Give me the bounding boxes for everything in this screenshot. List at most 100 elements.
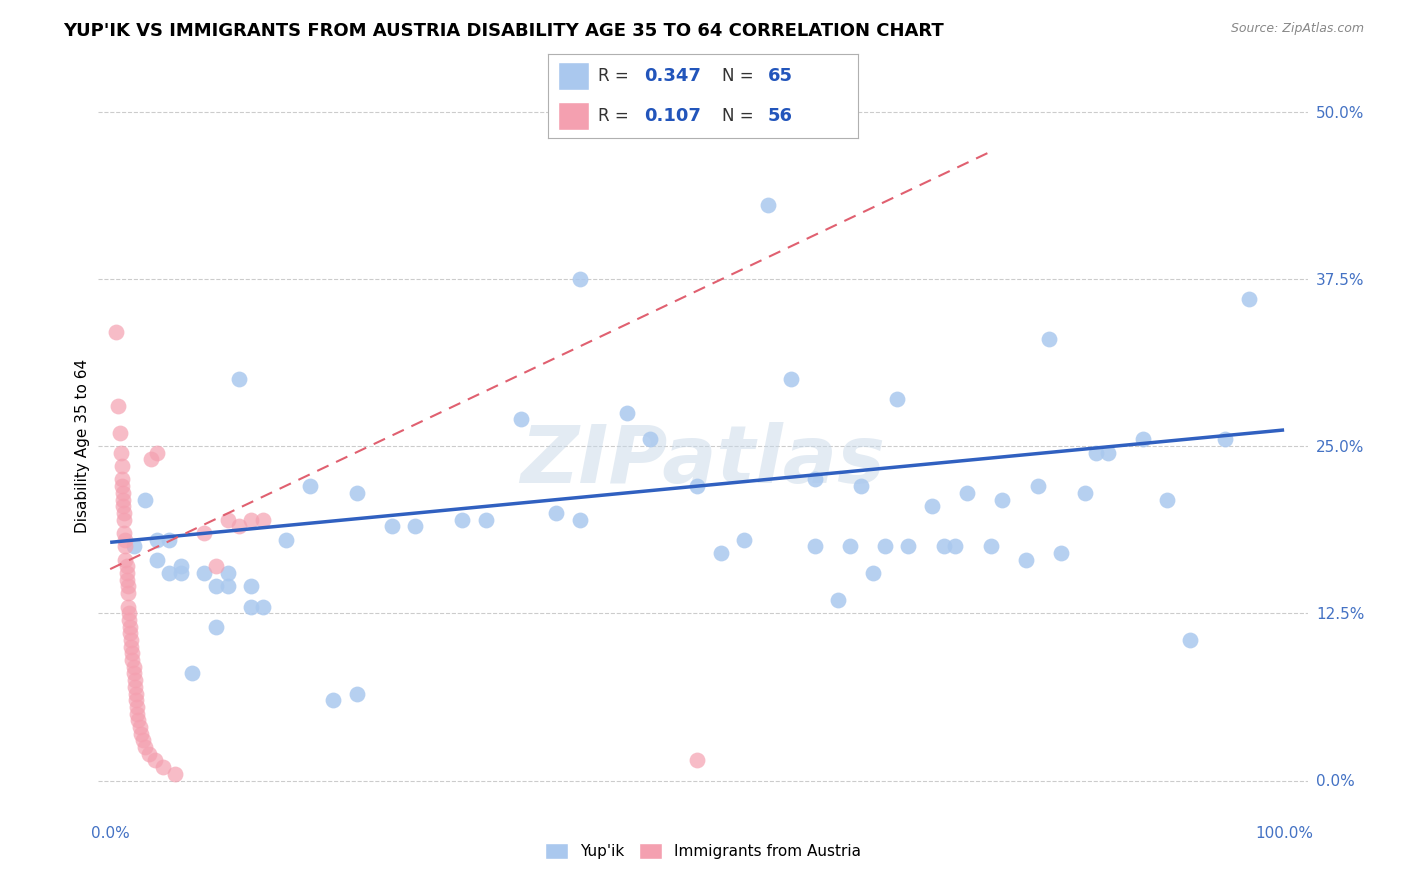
Point: [124, 673, 146, 688]
Point: [204, 580, 226, 594]
Point: [217, 512, 239, 526]
Point: [121, 653, 143, 667]
Point: [733, 533, 755, 547]
Point: [240, 599, 263, 614]
Point: [475, 512, 498, 526]
Text: 56: 56: [768, 107, 793, 125]
Point: [1073, 485, 1095, 500]
Point: [827, 593, 849, 607]
Point: [108, 425, 131, 440]
Point: [169, 559, 191, 574]
Text: R =: R =: [598, 107, 634, 125]
Point: [204, 620, 226, 634]
Point: [1085, 446, 1108, 460]
Point: [112, 512, 135, 526]
Point: [127, 699, 149, 714]
Text: N =: N =: [721, 107, 758, 125]
Point: [111, 479, 134, 493]
Point: [120, 626, 142, 640]
Text: Source: ZipAtlas.com: Source: ZipAtlas.com: [1230, 22, 1364, 36]
Point: [298, 479, 321, 493]
Point: [112, 526, 135, 541]
Point: [1215, 433, 1237, 447]
Point: [862, 566, 884, 581]
Text: R =: R =: [598, 67, 634, 85]
Point: [921, 500, 943, 514]
Point: [873, 539, 896, 553]
Point: [228, 519, 250, 533]
Point: [710, 546, 733, 560]
Point: [346, 485, 368, 500]
Point: [897, 539, 920, 553]
Point: [134, 740, 156, 755]
Point: [138, 747, 160, 761]
Point: [381, 519, 404, 533]
Point: [1180, 633, 1202, 648]
Point: [122, 660, 145, 674]
Point: [163, 767, 186, 781]
Point: [240, 580, 263, 594]
Point: [110, 446, 132, 460]
Point: [112, 492, 135, 507]
Point: [117, 599, 139, 614]
Point: [1156, 492, 1178, 507]
Point: [686, 479, 709, 493]
Point: [120, 620, 142, 634]
Point: [141, 452, 163, 467]
Point: [112, 500, 135, 514]
Point: [117, 580, 139, 594]
Point: [125, 687, 148, 701]
Point: [803, 539, 825, 553]
Point: [204, 559, 226, 574]
Text: 0.107: 0.107: [644, 107, 702, 125]
Point: [157, 533, 180, 547]
Point: [111, 459, 134, 474]
Point: [114, 552, 136, 567]
Point: [143, 753, 166, 767]
Point: [115, 559, 138, 574]
FancyBboxPatch shape: [558, 62, 589, 90]
Point: [107, 399, 129, 413]
Point: [1237, 292, 1260, 306]
Point: [780, 372, 803, 386]
Point: [121, 646, 143, 660]
Point: [980, 539, 1002, 553]
Point: [510, 412, 533, 426]
Point: [128, 720, 150, 734]
Point: [240, 512, 263, 526]
Point: [146, 533, 169, 547]
Point: [616, 406, 638, 420]
Point: [252, 599, 274, 614]
Point: [112, 506, 135, 520]
Y-axis label: Disability Age 35 to 64: Disability Age 35 to 64: [75, 359, 90, 533]
Point: [122, 539, 145, 553]
Text: 65: 65: [768, 67, 793, 85]
Point: [1038, 332, 1060, 346]
Point: [346, 687, 368, 701]
Text: ZIPatlas: ZIPatlas: [520, 422, 886, 500]
Point: [638, 433, 661, 447]
Point: [404, 519, 426, 533]
Point: [169, 566, 191, 581]
Text: N =: N =: [721, 67, 758, 85]
Point: [568, 272, 591, 286]
Point: [546, 506, 568, 520]
Point: [146, 446, 169, 460]
Point: [803, 473, 825, 487]
Point: [117, 586, 139, 600]
Point: [115, 573, 138, 587]
Point: [152, 760, 174, 774]
Point: [252, 512, 274, 526]
Point: [127, 706, 149, 721]
Point: [276, 533, 298, 547]
Point: [956, 485, 979, 500]
Point: [1015, 552, 1038, 567]
Point: [1132, 433, 1154, 447]
Point: [127, 714, 149, 728]
Point: [991, 492, 1014, 507]
Point: [1097, 446, 1119, 460]
Point: [228, 372, 250, 386]
Point: [118, 613, 141, 627]
Point: [932, 539, 955, 553]
Point: [132, 733, 155, 747]
